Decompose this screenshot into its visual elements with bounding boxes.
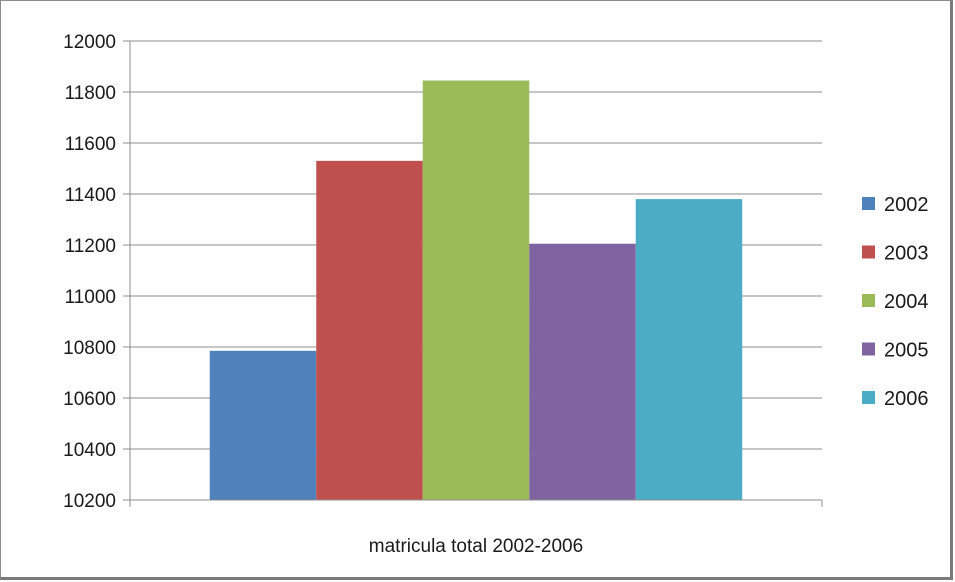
legend-label-2002: 2002 [884,194,929,216]
y-tick-label: 11800 [65,83,116,104]
legend: 2002 2003 2004 2005 2006 [862,194,929,410]
legend-label-2003: 2003 [884,243,929,265]
y-tick-label: 11600 [65,134,116,155]
bar-2005 [529,243,636,500]
legend-swatch-2004 [862,294,875,307]
bar-2003 [316,160,423,500]
y-axis-ticks: 10200 10400 10600 10800 11000 11200 11400 11600… [63,32,823,512]
legend-label-2005: 2005 [884,340,929,362]
y-tick-label: 10400 [63,440,116,461]
category-label: matricula total 2002-2006 [369,536,583,557]
bar-2002 [209,350,317,500]
legend-swatch-2003 [862,245,875,259]
y-tick-label: 11000 [65,287,116,308]
legend-swatch-2002 [862,197,875,210]
bar-2006 [635,199,743,500]
legend-swatch-2006 [862,391,875,404]
y-tick-label: 10200 [63,491,116,512]
y-tick-label: 11200 [65,236,116,257]
y-tick-label: 10600 [63,389,116,410]
y-tick-label: 10800 [63,338,116,359]
legend-label-2006: 2006 [884,388,929,410]
y-tick-label: 11400 [65,185,116,206]
y-tick-label: 12000 [63,32,116,53]
bars [209,80,743,501]
legend-swatch-2005 [862,342,875,356]
bar-2004 [422,80,530,501]
legend-label-2004: 2004 [884,291,929,313]
